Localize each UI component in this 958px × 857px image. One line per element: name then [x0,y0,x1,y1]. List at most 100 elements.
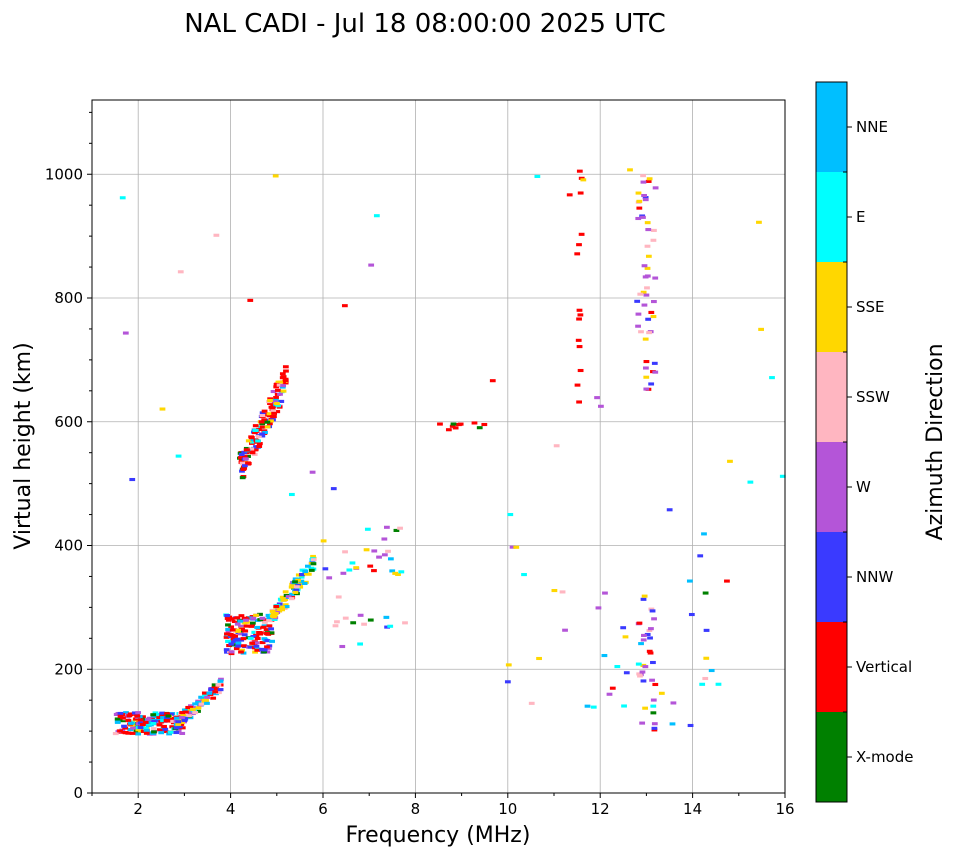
data-point [264,632,270,636]
data-point [402,621,408,625]
data-point [476,426,483,430]
data-point [282,603,289,607]
data-point [259,411,266,415]
data-point [648,627,654,631]
data-point [259,641,266,645]
data-point [238,459,245,463]
data-point [293,588,300,592]
data-point [645,228,652,232]
data-point [264,420,271,424]
data-point [204,701,210,705]
colorbar-label: Azimuth Direction [923,343,948,540]
data-point [198,695,205,699]
data-point [322,567,329,571]
data-point [292,590,299,594]
data-point [232,634,239,638]
data-point [384,625,390,629]
data-point [339,644,346,649]
colorbar-swatch [816,712,847,802]
data-point [255,439,261,443]
data-point [393,528,400,532]
data-point [340,571,347,575]
colorbar-tick-label: SSE [856,298,885,316]
data-point [644,266,651,270]
data-point [272,400,279,404]
data-point [272,174,279,178]
data-point [137,725,144,729]
data-point [298,575,305,579]
data-point [164,712,170,716]
data-point [285,595,292,599]
y-axis-label: Virtual height (km) [11,342,36,549]
data-point [449,424,456,428]
data-point [640,597,647,601]
data-point [276,602,283,606]
data-point [376,555,382,559]
data-point [650,698,657,702]
data-point [198,702,205,706]
data-point [643,359,650,364]
data-point [228,625,235,629]
data-point [650,238,657,242]
data-point [224,614,230,618]
data-point [271,411,278,415]
data-point [274,402,280,406]
data-point [143,731,150,735]
data-point [239,476,246,480]
data-point [310,562,317,566]
data-point [641,594,648,598]
data-point [252,448,259,452]
data-point [367,564,374,568]
data-point [142,726,149,730]
data-point [237,619,244,623]
data-point [280,598,287,602]
data-point [234,637,241,641]
data-point [212,690,219,694]
data-point [128,721,134,725]
y-tick-label: 0 [73,784,83,802]
data-point [577,191,584,195]
data-point [299,572,306,577]
y-tick-label: 800 [54,289,83,307]
colorbar-tick-label: NNE [856,118,888,136]
data-point [175,454,182,458]
data-point [326,576,333,580]
data-point [224,650,230,654]
data-point [169,719,176,723]
data-point [191,709,198,713]
data-point [167,730,174,734]
data-point [273,385,280,389]
data-point [182,710,189,714]
data-point [269,639,275,643]
data-point [247,616,253,620]
data-point [279,376,286,380]
data-point [335,595,342,599]
data-point [135,711,142,715]
data-point [114,720,121,724]
data-point [627,168,633,172]
data-point [641,633,647,637]
data-point [635,312,642,316]
data-point [241,450,248,454]
data-point [259,616,266,620]
data-point [553,444,560,448]
data-point [234,616,241,620]
data-point [213,692,219,696]
x-tick-label: 14 [683,800,702,818]
x-tick-label: 2 [133,800,143,818]
data-point [646,649,653,653]
data-point [256,444,263,448]
data-point [437,422,443,426]
data-point [670,701,677,705]
data-point [288,585,295,589]
data-point [636,206,643,210]
x-axis-ticks: 2 4 6 8 10 12 14 16 [91,793,795,818]
data-point [769,376,775,380]
data-point [240,644,247,648]
data-point [289,592,295,596]
data-point [150,722,157,726]
data-point [649,678,655,682]
colorbar-swatch [816,82,847,172]
data-point [162,727,169,731]
data-point [638,642,644,646]
